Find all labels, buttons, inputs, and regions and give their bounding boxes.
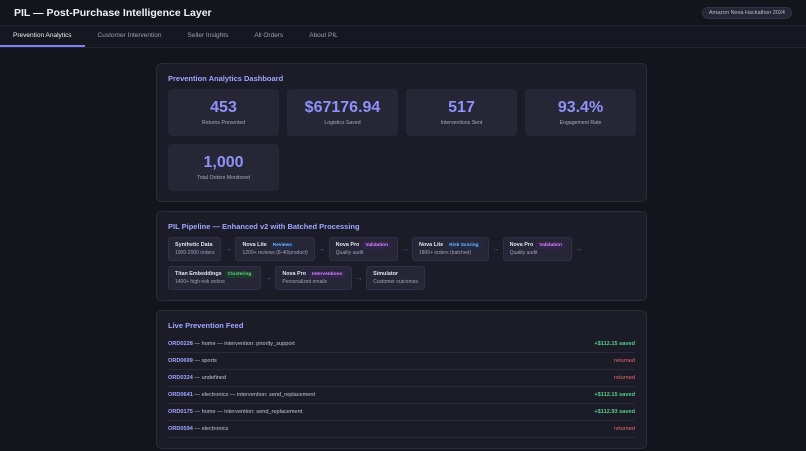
stat-label: Engagement Rate [559, 119, 602, 126]
order-detail: — sports [192, 358, 217, 364]
pipeline-node-nova-pro-validation: Nova Pro Validation Quality audit [328, 237, 398, 261]
arrow-right-icon: → [492, 245, 500, 253]
node-title: Synthetic Data [175, 242, 213, 248]
tab-about-pil[interactable]: About PIL [309, 32, 338, 39]
node-subtitle: 1400+ high-risk orders [175, 279, 225, 285]
pipeline-node-synthetic-data: Synthetic Data 1000-2000 orders [168, 237, 222, 261]
tab-prevention-analytics[interactable]: Prevention Analytics [0, 26, 85, 47]
node-tag: Interventions [309, 271, 346, 278]
feed-card: Live Prevention Feed ORD0228 — home — in… [156, 310, 647, 449]
pipeline-node-nova-lite-risk: Nova Lite Risk Scoring 1800+ orders (batc… [412, 237, 489, 261]
stat-label: Total Orders Monitored [197, 174, 250, 181]
node-tag: Risk Scoring [446, 242, 482, 249]
stat-label: Returns Prevented [201, 119, 246, 126]
arrow-right-icon: → [224, 245, 232, 253]
stat-engagement-rate: 93.4% Engagement Rate [525, 89, 636, 136]
node-subtitle: Customer outcomes [373, 279, 418, 285]
feed-list: ORD0228 — home — intervention: priority_… [168, 336, 635, 438]
feed-row: ORD0228 — home — intervention: priority_… [168, 336, 635, 353]
order-id: ORD0699 [168, 358, 193, 364]
arrow-right-icon: → [264, 274, 272, 282]
order-id: ORD0641 [168, 392, 193, 398]
node-tag: Reviews [269, 242, 295, 249]
stat-value: 1,000 [203, 153, 244, 171]
stat-value: $67176.94 [304, 98, 381, 116]
arrow-right-icon: → [401, 245, 409, 253]
order-detail: — home — intervention: priority_support [192, 341, 295, 347]
feed-row: ORD0641 — electronics — intervention: se… [168, 387, 635, 404]
order-id: ORD0175 [168, 409, 193, 415]
node-title: Nova Pro [282, 271, 307, 277]
dashboard-title: Prevention Analytics Dashboard [168, 74, 284, 83]
feed-row: ORD0594 — electronics returned [168, 421, 635, 438]
order-id: ORD0594 [168, 426, 193, 432]
stat-interventions-sent: 517 Interventions Sent [406, 89, 517, 136]
node-title: Nova Pro [509, 242, 534, 248]
stats-grid: 453 Returns Prevented $67176.94 Logistic… [168, 89, 636, 191]
feed-row: ORD0324 — undefined returned [168, 370, 635, 387]
pipeline-flow: Synthetic Data 1000-2000 orders → Nova L… [168, 237, 635, 290]
order-result: returned [614, 358, 635, 364]
stat-logistics-saved: $67176.94 Logistics Saved [287, 89, 398, 136]
stat-label: Logistics Saved [324, 119, 361, 126]
stat-returns-prevented: 453 Returns Prevented [168, 89, 279, 136]
order-result: +$112.93 saved [594, 409, 635, 415]
tab-all-orders[interactable]: All Orders [254, 32, 284, 39]
order-id: ORD0228 [168, 341, 193, 347]
node-tag: Validation [536, 242, 565, 249]
order-result: returned [614, 426, 635, 432]
main-tabs: Prevention Analytics Customer Interventi… [0, 25, 806, 48]
stat-label: Interventions Sent [440, 119, 483, 126]
node-tag: Validation [362, 242, 391, 249]
pipeline-node-nova-lite-reviews: Nova Lite Reviews 1200+ reviews (8-40/pro… [235, 237, 315, 261]
order-result: +$112.15 saved [594, 392, 635, 398]
order-detail: — electronics — intervention: send_repla… [192, 392, 316, 398]
node-subtitle: Personalized emails [282, 279, 328, 285]
feed-row: ORD0699 — sports returned [168, 353, 635, 370]
order-detail: — home — intervention: send_replacement [192, 409, 303, 415]
node-subtitle: 1200+ reviews (8-40/product) [242, 250, 308, 256]
node-subtitle: Quality audit [335, 250, 364, 256]
node-title: Simulator [373, 271, 399, 277]
pipeline-title: PIL Pipeline — Enhanced v2 with Batched … [168, 222, 360, 231]
tab-customer-intervention[interactable]: Customer Intervention [97, 32, 162, 39]
node-title: Nova Pro [335, 242, 360, 248]
pipeline-node-simulator: Simulator Customer outcomes [366, 266, 425, 290]
order-result: +$112.15 saved [594, 341, 635, 347]
node-subtitle: Quality audit [509, 250, 538, 256]
pipeline-card: PIL Pipeline — Enhanced v2 with Batched … [156, 211, 647, 301]
app-title: PIL — Post-Purchase Intelligence Layer [14, 6, 212, 19]
pipeline-node-nova-pro-validation-2: Nova Pro Validation Quality audit [502, 237, 572, 261]
app-header: PIL — Post-Purchase Intelligence Layer A… [0, 0, 806, 25]
arrow-right-icon: → [355, 274, 363, 282]
stat-value: 93.4% [557, 98, 604, 116]
node-title: Titan Embeddings [175, 271, 222, 277]
node-title: Nova Lite [419, 242, 444, 248]
arrow-right-icon: → [575, 245, 583, 253]
pipeline-node-nova-pro-interventions: Nova Pro Interventions Personalized email… [275, 266, 353, 290]
main-content: Prevention Analytics Dashboard 453 Retur… [0, 48, 806, 449]
stat-total-orders: 1,000 Total Orders Monitored [168, 144, 279, 191]
order-detail: — undefined [192, 375, 227, 381]
arrow-right-icon: → [318, 245, 326, 253]
order-id: ORD0324 [168, 375, 193, 381]
hackathon-badge: Amazon Nova Hackathon 2024 [701, 6, 792, 19]
stat-value: 453 [210, 98, 237, 116]
dashboard-card: Prevention Analytics Dashboard 453 Retur… [156, 63, 647, 202]
pipeline-node-titan-embeddings: Titan Embeddings Clustering 1400+ high-ri… [168, 266, 262, 290]
tab-seller-insights[interactable]: Seller Insights [187, 32, 229, 39]
node-subtitle: 1000-2000 orders [175, 250, 215, 256]
node-title: Nova Lite [242, 242, 267, 248]
stat-value: 517 [448, 98, 475, 116]
feed-title: Live Prevention Feed [168, 321, 244, 330]
feed-row: ORD0175 — home — intervention: send_repl… [168, 404, 635, 421]
node-tag: Clustering [224, 271, 255, 278]
order-result: returned [614, 375, 635, 381]
order-detail: — electronics [192, 426, 229, 432]
node-subtitle: 1800+ orders (batched) [419, 250, 472, 256]
